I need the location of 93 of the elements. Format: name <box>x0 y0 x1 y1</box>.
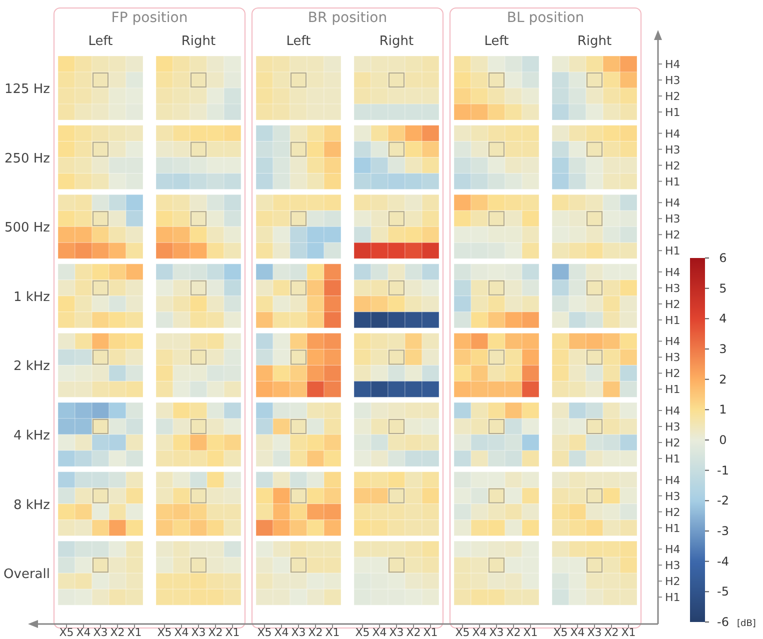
text: Right <box>379 34 414 49</box>
x-tick-label: X3 <box>291 626 306 639</box>
x-tick-label: X1 <box>127 626 142 639</box>
x-tick-label: X4 <box>372 626 387 639</box>
y-tick-label: H4 <box>665 196 680 210</box>
y-tick-label: H1 <box>665 244 680 258</box>
y-tick-label: H4 <box>665 335 680 348</box>
x-tick-label: X3 <box>587 626 602 639</box>
x-tick-label: X1 <box>621 626 636 639</box>
color-bar-label: 3 <box>719 342 727 356</box>
color-bar-label: -1 <box>717 463 729 478</box>
x-tick-label: X4 <box>76 626 91 639</box>
y-tick-label: H4 <box>665 127 680 140</box>
x-tick-label: X5 <box>355 626 370 639</box>
color-bar-label: 0 <box>719 433 727 447</box>
text: Left <box>484 34 509 49</box>
x-tick-label: X1 <box>423 626 438 639</box>
x-tick-label: X3 <box>93 626 108 639</box>
x-tick-label: X2 <box>506 626 521 639</box>
color-bar-label: -4 <box>717 554 729 568</box>
y-tick-label: H2 <box>665 436 680 450</box>
color-bar-label: -2 <box>717 494 729 508</box>
x-tick-label: X3 <box>191 626 206 639</box>
y-tick-label: H1 <box>665 452 680 466</box>
y-tick-label: H3 <box>665 282 680 295</box>
x-tick-label: X1 <box>225 626 240 639</box>
y-tick-label: H2 <box>665 575 680 588</box>
x-tick-label: X2 <box>308 626 323 639</box>
text: Right <box>181 34 216 49</box>
text: 4 kHz <box>13 428 50 444</box>
color-bar-title: [dB] <box>737 619 756 629</box>
x-tick-label: X2 <box>208 626 223 639</box>
x-tick-label: X1 <box>523 626 538 639</box>
x-tick-label: X4 <box>274 626 289 639</box>
y-tick-label: H2 <box>665 298 680 311</box>
color-bar-label: 5 <box>719 281 727 296</box>
text: Overall <box>4 567 50 582</box>
y-tick-label: H4 <box>665 266 680 279</box>
y-tick-label: H1 <box>665 175 680 188</box>
text: 1 kHz <box>13 290 50 305</box>
y-tick-label: H1 <box>665 106 680 119</box>
color-bar-label: 1 <box>719 402 727 417</box>
text: Left <box>286 34 311 49</box>
color-bar-label: 2 <box>719 372 727 386</box>
y-tick-label: H3 <box>665 143 680 156</box>
color-bar-label: -3 <box>717 524 729 538</box>
y-tick-label: H2 <box>665 506 680 519</box>
y-tick-label: H4 <box>665 474 680 487</box>
y-tick-label: H3 <box>665 212 680 226</box>
x-tick-label: X3 <box>389 626 404 639</box>
y-tick-label: H2 <box>665 228 680 242</box>
y-tick-label: H3 <box>665 74 680 87</box>
y-tick-label: H1 <box>665 383 680 396</box>
text: 250 Hz <box>4 151 50 166</box>
x-tick-label: X1 <box>325 626 340 639</box>
y-tick-label: H4 <box>665 543 680 556</box>
x-tick-label: X4 <box>570 626 585 639</box>
color-bar-label: -6 <box>717 615 729 629</box>
y-tick-label: H2 <box>665 367 680 380</box>
color-bar-label: 6 <box>719 251 727 265</box>
text: BR position <box>308 10 388 26</box>
x-tick-label: X2 <box>604 626 619 639</box>
text: 500 Hz <box>4 220 50 236</box>
y-tick-label: H3 <box>665 420 680 434</box>
color-bar-label: 4 <box>719 312 727 326</box>
x-tick-label: X4 <box>174 626 189 639</box>
text: Left <box>88 34 113 49</box>
y-tick-label: H2 <box>665 159 680 172</box>
x-tick-label: X5 <box>455 626 470 639</box>
x-tick-label: X5 <box>257 626 272 639</box>
text: BL position <box>506 10 584 26</box>
text: 8 kHz <box>13 498 50 513</box>
text: 2 kHz <box>13 359 50 374</box>
y-tick-label: H4 <box>665 58 680 71</box>
x-tick-label: X2 <box>110 626 125 639</box>
y-tick-label: H1 <box>665 522 680 535</box>
x-tick-label: X4 <box>472 626 487 639</box>
y-tick-label: H2 <box>665 90 680 103</box>
text: 125 Hz <box>4 82 50 97</box>
x-tick-label: X3 <box>489 626 504 639</box>
text: FP position <box>111 10 188 26</box>
y-tick-label: H1 <box>665 314 680 327</box>
text: Right <box>577 34 612 49</box>
y-tick-label: H3 <box>665 351 680 364</box>
y-tick-label: H3 <box>665 490 680 503</box>
y-tick-label: H4 <box>665 404 680 418</box>
x-tick-label: X5 <box>157 626 172 639</box>
y-tick-label: H1 <box>665 591 680 604</box>
x-tick-label: X5 <box>59 626 74 639</box>
color-bar-label: -5 <box>717 584 729 599</box>
x-tick-label: X2 <box>406 626 421 639</box>
x-tick-label: X5 <box>553 626 568 639</box>
y-tick-label: H3 <box>665 559 680 572</box>
